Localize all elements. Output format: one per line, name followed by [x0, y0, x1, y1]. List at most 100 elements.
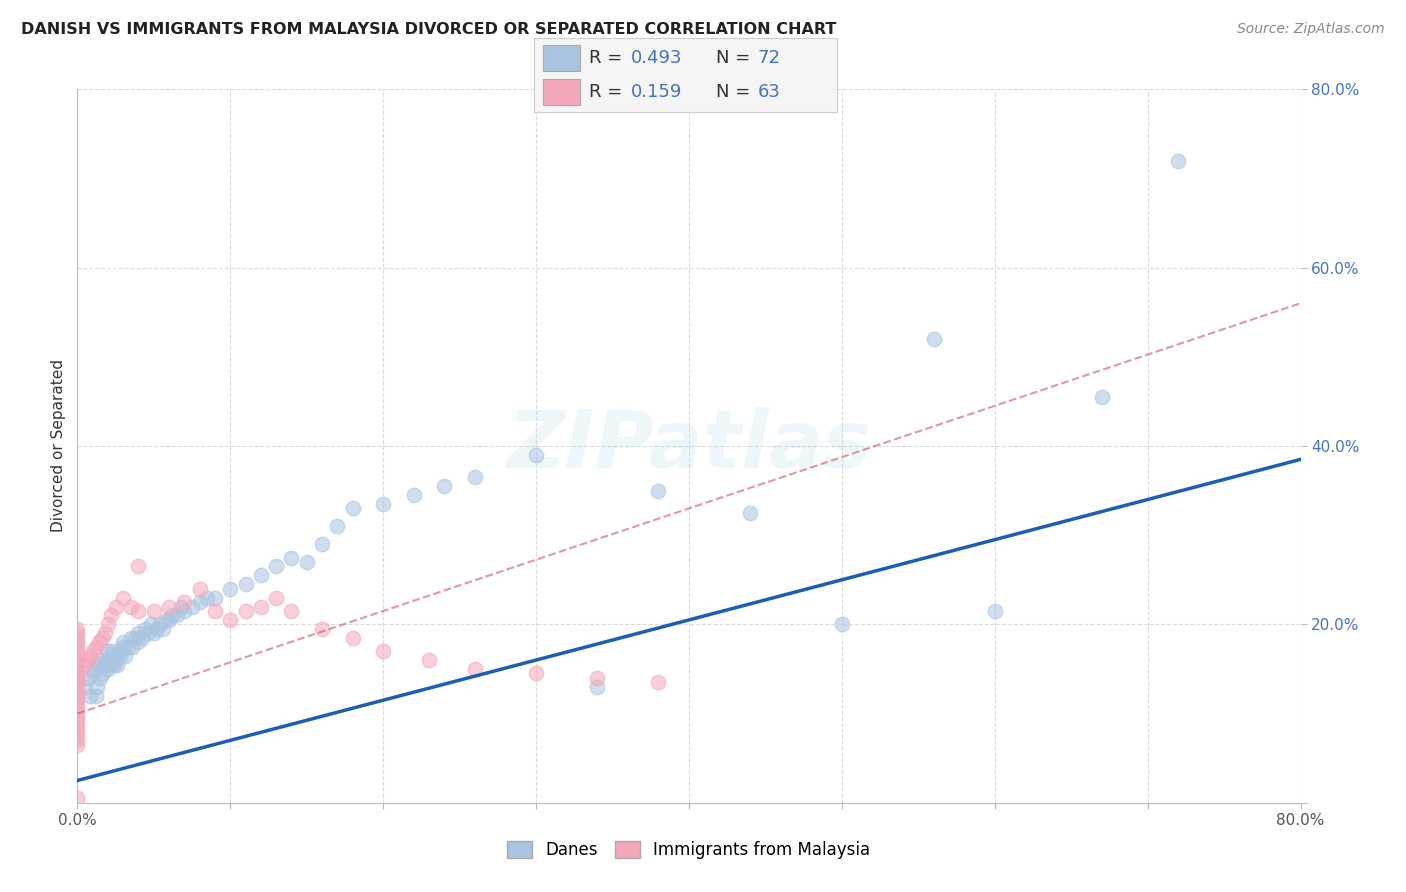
Point: [204, 604, 226, 618]
Point: [94, 657, 117, 672]
Point: [73, 680, 96, 694]
Point: [105, 657, 128, 672]
Point: [280, 550, 302, 565]
Text: DANISH VS IMMIGRANTS FROM MALAYSIA DIVORCED OR SEPARATED CORRELATION CHART: DANISH VS IMMIGRANTS FROM MALAYSIA DIVOR…: [21, 22, 837, 37]
Point: [134, 622, 156, 636]
Point: [127, 604, 149, 618]
Point: [66, 644, 89, 658]
Point: [136, 626, 159, 640]
Point: [66, 693, 89, 707]
Point: [418, 653, 440, 667]
Text: N =: N =: [716, 83, 755, 101]
Text: 0.493: 0.493: [631, 49, 682, 67]
Point: [1167, 153, 1189, 168]
Point: [524, 666, 547, 681]
Point: [112, 640, 135, 654]
Point: [96, 653, 118, 667]
Point: [131, 631, 153, 645]
Point: [66, 698, 89, 712]
Point: [101, 644, 124, 658]
Point: [66, 648, 89, 663]
Point: [66, 635, 89, 649]
Point: [66, 662, 89, 676]
Text: 63: 63: [758, 83, 780, 101]
Point: [264, 559, 287, 574]
Point: [79, 648, 101, 663]
Point: [250, 568, 273, 582]
Text: ZIPatlas: ZIPatlas: [506, 407, 872, 485]
Point: [73, 657, 96, 672]
Point: [82, 666, 104, 681]
Point: [100, 648, 122, 663]
Point: [170, 599, 193, 614]
Point: [311, 537, 333, 551]
Point: [235, 604, 257, 618]
Point: [66, 711, 89, 725]
Point: [104, 653, 127, 667]
Point: [66, 715, 89, 730]
Point: [66, 706, 89, 721]
Point: [108, 648, 131, 663]
Point: [66, 657, 89, 672]
Point: [181, 599, 204, 614]
Bar: [543, 45, 579, 71]
Point: [127, 635, 149, 649]
Point: [464, 662, 486, 676]
Point: [66, 666, 89, 681]
Point: [195, 591, 218, 605]
Point: [1091, 390, 1114, 404]
Text: 72: 72: [758, 49, 780, 67]
Point: [204, 591, 226, 605]
Point: [250, 599, 273, 614]
Point: [79, 689, 101, 703]
Point: [66, 675, 89, 690]
Point: [117, 640, 139, 654]
Point: [84, 640, 107, 654]
Point: [112, 635, 135, 649]
Point: [66, 653, 89, 667]
Point: [77, 671, 100, 685]
Y-axis label: Divorced or Separated: Divorced or Separated: [51, 359, 66, 533]
Point: [97, 662, 120, 676]
Point: [371, 497, 394, 511]
Point: [89, 653, 111, 667]
Point: [188, 595, 211, 609]
Point: [127, 559, 149, 574]
Point: [98, 657, 121, 672]
Point: [831, 617, 853, 632]
Point: [112, 591, 135, 605]
Point: [219, 582, 242, 596]
Point: [280, 604, 302, 618]
Point: [326, 519, 349, 533]
Point: [342, 631, 364, 645]
Point: [66, 733, 89, 747]
Point: [647, 483, 669, 498]
Point: [86, 680, 108, 694]
Text: N =: N =: [716, 49, 755, 67]
Point: [91, 666, 114, 681]
Point: [984, 604, 1007, 618]
Point: [97, 617, 120, 632]
Point: [586, 671, 609, 685]
Point: [235, 577, 257, 591]
Point: [82, 644, 104, 658]
Point: [77, 653, 100, 667]
Point: [922, 332, 945, 346]
Point: [139, 617, 162, 632]
Point: [146, 622, 169, 636]
Point: [66, 738, 89, 752]
Text: R =: R =: [589, 83, 627, 101]
Point: [142, 604, 165, 618]
Point: [103, 657, 125, 672]
Point: [740, 506, 762, 520]
Point: [173, 604, 195, 618]
Point: [524, 448, 547, 462]
Point: [66, 702, 89, 716]
Text: 0.159: 0.159: [631, 83, 682, 101]
Legend: Danes, Immigrants from Malaysia: Danes, Immigrants from Malaysia: [501, 834, 877, 866]
Point: [104, 599, 127, 614]
Text: R =: R =: [589, 49, 627, 67]
Point: [100, 608, 122, 623]
Point: [66, 729, 89, 743]
Point: [124, 631, 146, 645]
